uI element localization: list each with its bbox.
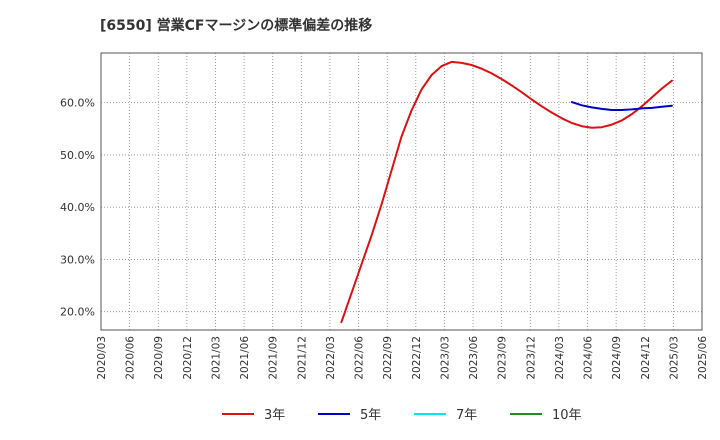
x-tick-label: 2023/09 [497, 336, 509, 380]
y-tick-label: 40.0% [60, 201, 95, 214]
x-tick-label: 2020/03 [96, 336, 108, 380]
x-tick-label: 2021/12 [296, 336, 308, 380]
plot-border [100, 52, 703, 331]
x-axis-ticks: 2020/03 2020/06 2020/09 2020/12 2021/03 2021/… [96, 336, 709, 380]
x-tick-label: 2022/03 [325, 336, 337, 380]
x-tick-label: 2022/12 [411, 336, 423, 380]
series-line-3年 [340, 60, 673, 324]
legend-label: 10年 [552, 408, 582, 423]
legend-label: 3年 [264, 408, 285, 423]
x-tick-label: 2020/12 [182, 336, 194, 380]
legend-label: 7年 [456, 408, 477, 423]
x-tick-label: 2022/09 [382, 336, 394, 380]
x-tick-label: 2020/06 [125, 336, 137, 380]
x-tick-label: 2024/12 [640, 336, 652, 380]
x-tick-label: 2024/06 [583, 336, 595, 380]
x-tick-label: 2023/06 [468, 336, 480, 380]
series-layer [340, 60, 673, 324]
series-line-5年 [570, 101, 673, 111]
y-tick-label: 30.0% [60, 253, 95, 266]
y-axis-ticks: 20.0% 30.0% 40.0% 50.0% 60.0% [60, 97, 95, 319]
legend-label: 5年 [360, 408, 381, 423]
y-tick-label: 60.0% [60, 97, 95, 110]
x-tick-label: 2023/03 [439, 336, 451, 380]
x-tick-label: 2022/06 [354, 336, 366, 380]
legend: 3年 5年 7年 10年 [222, 408, 582, 423]
x-tick-label: 2024/09 [611, 336, 623, 380]
x-tick-label: 2023/12 [525, 336, 537, 380]
x-tick-label: 2024/03 [554, 336, 566, 380]
x-tick-label: 2021/09 [268, 336, 280, 380]
grid-layer [101, 53, 702, 330]
y-tick-label: 50.0% [60, 149, 95, 162]
x-tick-label: 2025/03 [668, 336, 680, 380]
x-tick-label: 2020/09 [153, 336, 165, 380]
chart-title: [6550] 営業CFマージンの標準偏差の推移 [100, 17, 372, 34]
y-tick-label: 20.0% [60, 306, 95, 319]
x-tick-label: 2025/06 [697, 336, 709, 380]
x-tick-label: 2021/03 [210, 336, 222, 380]
x-tick-label: 2021/06 [239, 336, 251, 380]
